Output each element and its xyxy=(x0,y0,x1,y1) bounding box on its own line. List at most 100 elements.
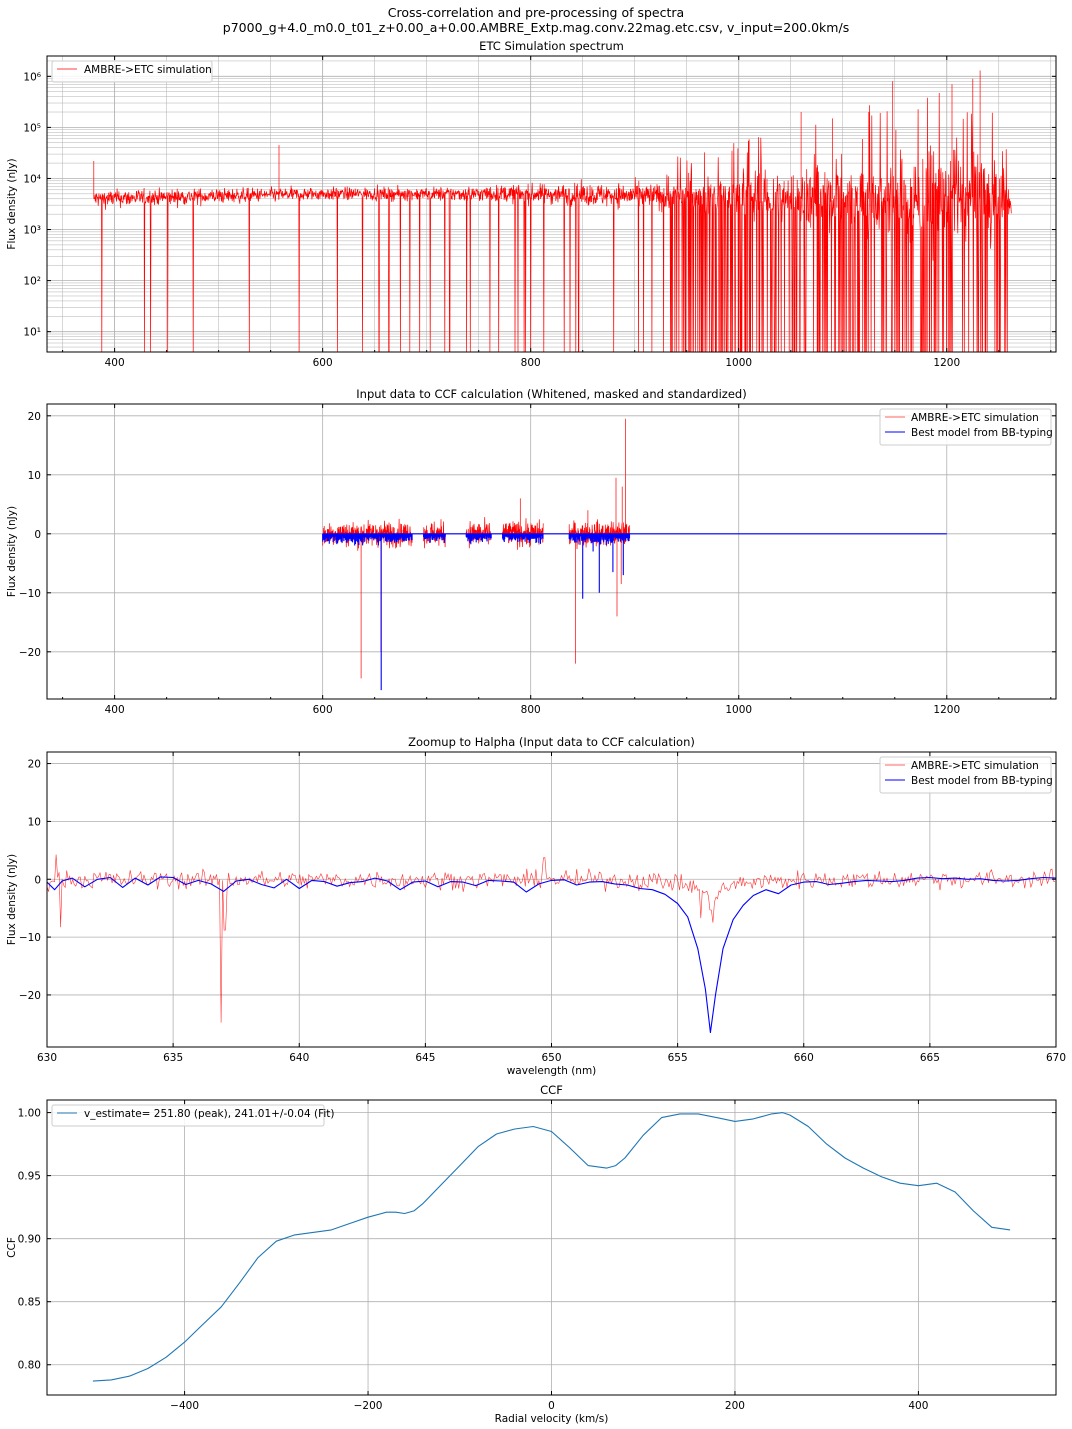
legend-box xyxy=(879,408,1052,446)
data-p2 xyxy=(322,418,947,691)
y-tick-label: 0 xyxy=(34,874,41,886)
y-tick-label: 0.95 xyxy=(18,1171,41,1183)
axes-frame xyxy=(46,55,1057,353)
y-tick-label: 10⁵ xyxy=(23,122,41,134)
legend-box xyxy=(51,1104,325,1127)
x-tick-label: 600 xyxy=(313,357,333,369)
ticks-p1 xyxy=(47,56,1056,352)
series-sim-line xyxy=(322,418,630,679)
chart-title: Input data to CCF calculation (Whitened,… xyxy=(356,387,746,401)
tick-labels-p3: 630 635 640 645 650 655 660 665 670 −20 −10 0 10 20 xyxy=(19,759,1066,1064)
chart-title: Zoomup to Halpha (Input data to CCF calc… xyxy=(408,735,695,749)
x-tick-label: 630 xyxy=(37,1052,57,1064)
y-tick-label: −10 xyxy=(19,588,41,600)
y-axis-label: Flux density (nJy) xyxy=(6,854,18,945)
y-axis-label: Flux density (nJy) xyxy=(6,158,18,249)
tick-labels-p1: 400 600 800 1000 1200 10¹ 10² 10³ 10⁴ 10⁵ 10⁶ xyxy=(23,71,960,369)
grid-p3 xyxy=(46,752,1057,1047)
y-tick-label: 10³ xyxy=(23,225,41,237)
y-tick-label: −20 xyxy=(19,647,41,659)
x-tick-label: 1000 xyxy=(725,704,752,716)
chart-p1: 400 600 800 1000 1200 10¹ 10² 10³ 10⁴ 10⁵ 10⁶ ETC S… xyxy=(6,39,1057,369)
legend-label: AMBRE->ETC simulation xyxy=(84,64,212,76)
y-tick-label: 10⁴ xyxy=(23,173,41,185)
figure-title-line1: Cross-correlation and pre-processing of … xyxy=(387,5,685,20)
y-tick-label: 10 xyxy=(28,470,41,482)
legend-p3: AMBRE->ETC simulation Best model from BB-… xyxy=(879,756,1053,794)
x-tick-label: 0 xyxy=(548,1400,555,1412)
grid-p2 xyxy=(47,404,1056,699)
x-tick-label: −400 xyxy=(170,1400,199,1412)
x-tick-label: 400 xyxy=(105,357,125,369)
y-tick-label: 0.85 xyxy=(18,1297,41,1309)
chart-p2: 400 600 800 1000 1200 −20 −10 0 10 20 Input data t… xyxy=(6,387,1057,716)
x-tick-label: 650 xyxy=(541,1052,561,1064)
ticks-p4 xyxy=(47,1100,1056,1395)
series-model-line xyxy=(322,533,947,691)
y-tick-label: 10² xyxy=(23,276,41,288)
x-tick-label: 660 xyxy=(794,1052,814,1064)
x-tick-label: −200 xyxy=(354,1400,383,1412)
x-tick-label: 800 xyxy=(521,704,541,716)
y-tick-label: 0.80 xyxy=(18,1360,41,1372)
data-p3 xyxy=(47,854,1056,1034)
legend-box xyxy=(879,756,1052,794)
x-tick-label: 1200 xyxy=(933,704,960,716)
series-ccf-line xyxy=(92,1112,1011,1382)
y-tick-label: 10¹ xyxy=(23,327,41,339)
series-model-line xyxy=(47,876,1056,1034)
x-tick-label: 635 xyxy=(163,1052,183,1064)
legend-label: Best model from BB-typing xyxy=(911,775,1053,787)
tick-labels-p4: −400 −200 0 200 400 0.80 0.85 0.90 0.95 1.00 xyxy=(18,1108,929,1412)
x-tick-label: 800 xyxy=(521,357,541,369)
legend-label: Best model from BB-typing xyxy=(911,427,1053,439)
x-axis-label: Radial velocity (km/s) xyxy=(495,1413,609,1425)
y-tick-label: 1.00 xyxy=(18,1108,41,1120)
data-p4 xyxy=(92,1112,1011,1382)
legend-p4: v_estimate= 251.80 (peak), 241.01+/-0.04… xyxy=(51,1104,334,1127)
series-sim-line xyxy=(93,70,1012,352)
legend-p2: AMBRE->ETC simulation Best model from BB-… xyxy=(879,408,1053,446)
x-axis-label: wavelength (nm) xyxy=(507,1065,597,1077)
x-tick-label: 200 xyxy=(725,1400,745,1412)
chart-title: CCF xyxy=(540,1083,563,1097)
legend-label: v_estimate= 251.80 (peak), 241.01+/-0.04… xyxy=(84,1108,334,1120)
series-sim-line xyxy=(47,854,1056,1023)
y-tick-label: 20 xyxy=(28,759,41,771)
chart-title: ETC Simulation spectrum xyxy=(479,39,624,53)
figure-title-line2: p7000_g+4.0_m0.0_t01_z+0.00_a+0.00.AMBRE… xyxy=(222,20,850,35)
x-tick-label: 400 xyxy=(105,704,125,716)
x-tick-label: 645 xyxy=(415,1052,435,1064)
chart-p3: 630 635 640 645 650 655 660 665 670 −20 −10 0 10 20 Zo… xyxy=(6,735,1066,1077)
legend-label: AMBRE->ETC simulation xyxy=(911,760,1039,772)
grid-p1 xyxy=(47,56,1056,353)
chart-p4: −400 −200 0 200 400 0.80 0.85 0.90 0.95 1.00 CCF CC… xyxy=(6,1083,1057,1425)
x-tick-label: 670 xyxy=(1046,1052,1066,1064)
y-tick-label: −20 xyxy=(19,990,41,1002)
legend-box xyxy=(51,60,213,83)
ticks-p3 xyxy=(46,752,1057,1047)
y-axis-label: CCF xyxy=(6,1237,18,1258)
legend-p1: AMBRE->ETC simulation xyxy=(51,60,213,83)
x-tick-label: 600 xyxy=(313,704,333,716)
x-tick-label: 665 xyxy=(920,1052,940,1064)
x-tick-label: 1200 xyxy=(933,357,960,369)
legend-label: AMBRE->ETC simulation xyxy=(911,412,1039,424)
y-tick-label: 0 xyxy=(34,529,41,541)
data-p1 xyxy=(93,70,1012,352)
ticks-p2 xyxy=(47,404,1056,699)
y-tick-label: −10 xyxy=(19,932,41,944)
y-tick-label: 20 xyxy=(28,411,41,423)
axes-frame xyxy=(46,403,1057,700)
x-tick-label: 1000 xyxy=(725,357,752,369)
y-tick-label: 10⁶ xyxy=(23,71,41,83)
y-tick-label: 0.90 xyxy=(18,1234,41,1246)
x-tick-label: 640 xyxy=(289,1052,309,1064)
tick-labels-p2: 400 600 800 1000 1200 −20 −10 0 10 20 xyxy=(19,411,960,716)
x-tick-label: 400 xyxy=(908,1400,928,1412)
y-tick-label: 10 xyxy=(28,816,41,828)
grid-p4 xyxy=(47,1100,1056,1395)
y-axis-label: Flux density (nJy) xyxy=(6,506,18,597)
x-tick-label: 655 xyxy=(668,1052,688,1064)
